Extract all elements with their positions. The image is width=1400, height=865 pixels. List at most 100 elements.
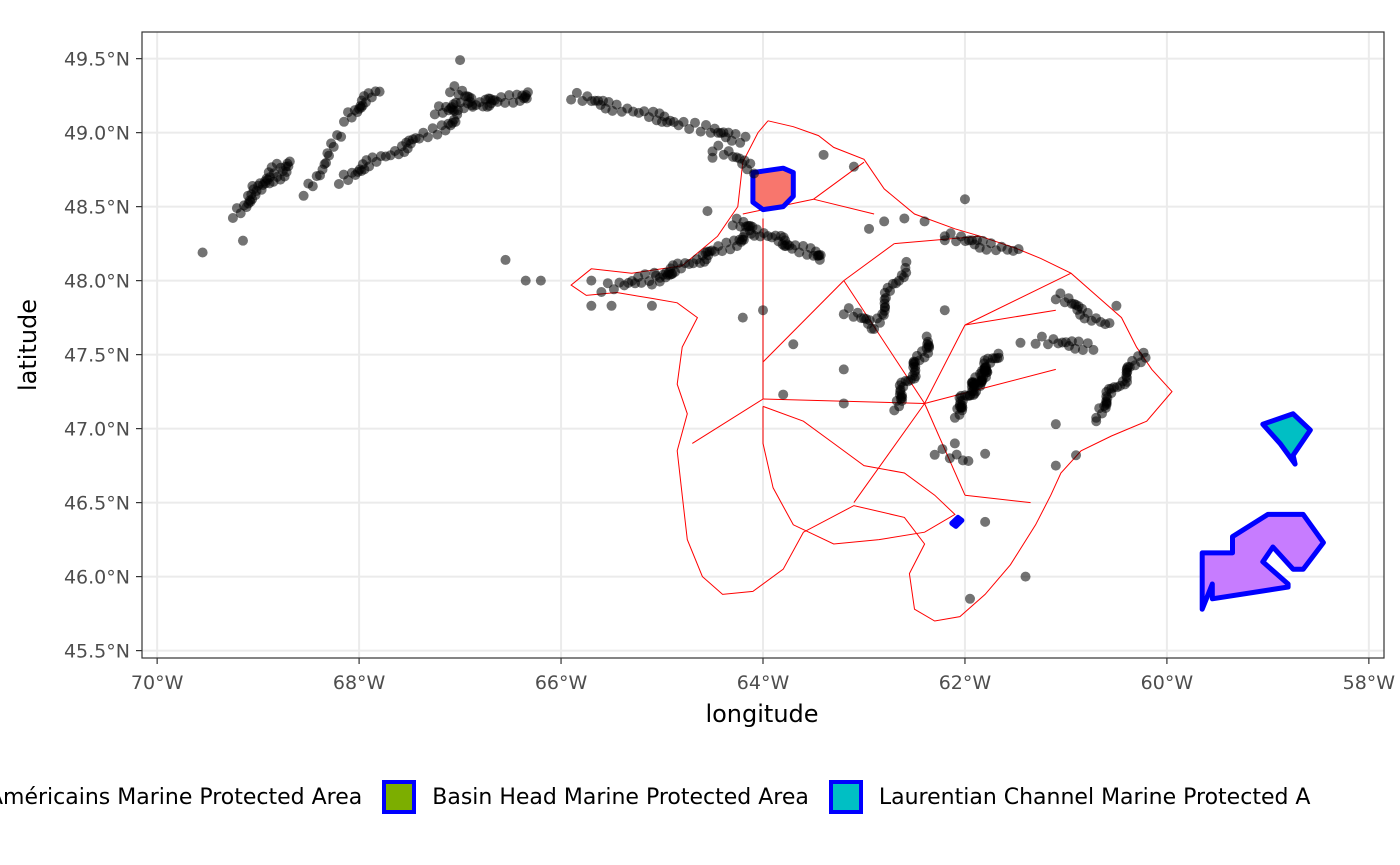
island-outline bbox=[762, 405, 956, 545]
y-tick-label: 45.5°N bbox=[64, 641, 130, 663]
y-tick-label: 47.5°N bbox=[64, 345, 130, 367]
observation-point bbox=[737, 312, 748, 323]
observation-point bbox=[298, 190, 309, 201]
observation-point bbox=[740, 131, 751, 142]
region-boundary-line bbox=[964, 309, 1056, 326]
observation-point bbox=[713, 140, 724, 151]
observation-point bbox=[843, 303, 854, 314]
region-boundary-line bbox=[924, 324, 966, 404]
x-tick-label: 58°W bbox=[1343, 672, 1396, 694]
observation-point bbox=[504, 90, 515, 101]
observation-point bbox=[980, 516, 991, 527]
region-boundary-line bbox=[843, 243, 895, 282]
observation-point bbox=[646, 300, 657, 311]
observation-point bbox=[374, 86, 385, 97]
observation-point bbox=[268, 168, 279, 179]
american-banks-marine-protected-area bbox=[1199, 511, 1326, 612]
observation-point bbox=[466, 93, 477, 104]
legend-item-basin-head: Basin Head Marine Protected Area bbox=[382, 780, 809, 814]
observation-point bbox=[608, 284, 619, 295]
observation-point bbox=[343, 175, 354, 186]
observation-point bbox=[636, 277, 647, 288]
region-boundary-line bbox=[964, 494, 1031, 504]
observation-point bbox=[284, 156, 295, 167]
gulf-region-outline bbox=[570, 120, 1173, 622]
y-axis-title: latitude bbox=[14, 299, 42, 391]
observation-point bbox=[1050, 419, 1061, 430]
observation-point bbox=[864, 315, 875, 326]
observation-point bbox=[1036, 331, 1047, 342]
legend-key-basin-head bbox=[382, 780, 417, 814]
basin-head-marine-protected-area bbox=[949, 514, 965, 529]
y-axis-ticks: 45.5°N 46.0°N 46.5°N 47.0°N 47.5°N 48.0°N 48.5… bbox=[64, 49, 142, 663]
legend: Américains Marine Protected Area Basin H… bbox=[0, 772, 1400, 822]
observation-point bbox=[949, 438, 960, 449]
x-tick-label: 70°W bbox=[131, 672, 184, 694]
observation-point bbox=[644, 276, 655, 287]
observation-point bbox=[1055, 288, 1066, 299]
region-boundary-line bbox=[692, 398, 764, 444]
observation-point bbox=[1082, 307, 1093, 318]
observation-point bbox=[730, 129, 741, 139]
legend-item-american-banks: Américains Marine Protected Area bbox=[0, 785, 362, 810]
observation-point bbox=[922, 339, 933, 349]
observation-point bbox=[422, 132, 433, 143]
observation-point bbox=[815, 250, 826, 261]
legend-item-laurentian-channel: Laurentian Channel Marine Protected A bbox=[828, 780, 1311, 814]
x-tick-label: 64°W bbox=[737, 672, 790, 694]
observation-point bbox=[879, 216, 890, 227]
observation-point bbox=[1106, 383, 1117, 394]
observation-point bbox=[566, 94, 577, 105]
observation-point bbox=[324, 150, 334, 161]
observation-point bbox=[227, 213, 238, 223]
observation-point bbox=[1111, 300, 1122, 311]
observation-point bbox=[307, 181, 318, 192]
protected-areas bbox=[750, 165, 1326, 612]
region-boundaries bbox=[570, 120, 1173, 622]
observation-point bbox=[994, 352, 1004, 363]
observation-point bbox=[749, 168, 759, 179]
legend-label: Basin Head Marine Protected Area bbox=[432, 784, 809, 810]
observation-point bbox=[1071, 450, 1082, 461]
laurentian-channel-marine-protected-area bbox=[1260, 411, 1313, 467]
observation-point bbox=[522, 87, 533, 98]
observation-point bbox=[1091, 416, 1102, 427]
y-tick-label: 48.0°N bbox=[64, 271, 130, 293]
observation-point bbox=[586, 300, 597, 311]
y-tick-label: 49.0°N bbox=[64, 123, 130, 145]
observation-point bbox=[197, 247, 208, 258]
observation-point bbox=[921, 331, 932, 342]
observation-point bbox=[982, 367, 993, 378]
region-boundary-line bbox=[813, 198, 875, 215]
y-tick-label: 48.5°N bbox=[64, 197, 130, 219]
observation-point bbox=[1104, 318, 1115, 329]
observation-point bbox=[611, 99, 622, 110]
observation-point bbox=[866, 323, 877, 334]
observation-point bbox=[336, 131, 347, 142]
observation-point bbox=[429, 109, 440, 120]
observation-point bbox=[963, 456, 974, 466]
manicouagan-marine-protected-area bbox=[750, 165, 796, 213]
observation-point bbox=[333, 179, 344, 189]
observation-point bbox=[788, 339, 799, 350]
observation-point bbox=[243, 190, 253, 201]
observation-point bbox=[684, 124, 695, 134]
observation-point bbox=[985, 238, 996, 249]
legend-label: Américains Marine Protected Area bbox=[0, 784, 363, 810]
observation-point bbox=[901, 267, 912, 278]
observation-point bbox=[899, 213, 910, 224]
observation-point bbox=[1140, 352, 1151, 363]
region-boundary-line bbox=[853, 403, 926, 503]
observation-point bbox=[758, 305, 768, 316]
observation-point bbox=[1013, 244, 1024, 255]
observation-point bbox=[603, 97, 614, 107]
observation-point bbox=[467, 101, 478, 112]
observation-point bbox=[901, 256, 912, 267]
observation-point bbox=[500, 97, 510, 108]
observation-point bbox=[965, 593, 975, 604]
observation-point bbox=[602, 278, 613, 289]
observation-point bbox=[678, 116, 689, 127]
observation-point bbox=[237, 235, 248, 246]
x-axis-title: longitude bbox=[705, 700, 818, 728]
legend-label: Laurentian Channel Marine Protected A bbox=[878, 784, 1311, 810]
